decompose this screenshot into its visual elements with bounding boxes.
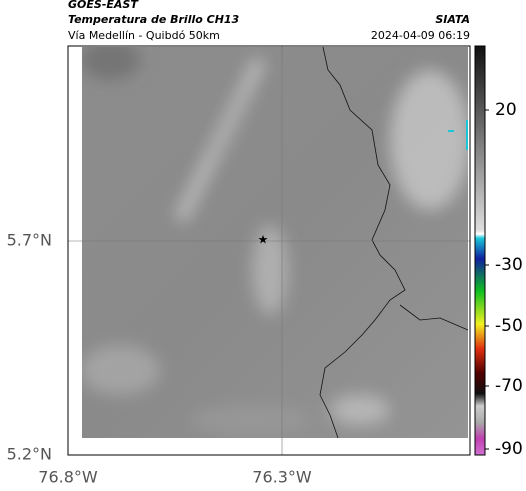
border-line	[319, 46, 406, 439]
lon-label: 76.8°W	[38, 468, 98, 487]
datetime: 2024-04-09 06:19	[371, 29, 470, 42]
colorbar-ticks: 20 -30 -50 -70 -90	[485, 100, 523, 459]
lat-label: 5.7°N	[7, 231, 52, 250]
colorbar-label: -30	[495, 255, 523, 275]
border-line	[399, 304, 469, 331]
colorbar-label: 20	[495, 100, 517, 120]
satellite-image	[82, 47, 468, 438]
colorbar-label: -50	[495, 316, 523, 336]
colorbar-label: -90	[495, 439, 523, 459]
lon-label: 76.3°W	[252, 468, 312, 487]
title: GOES-EAST	[68, 0, 139, 11]
lat-label: 5.2°N	[7, 445, 52, 464]
map-frame	[67, 45, 471, 456]
agency: SIATA	[435, 13, 470, 26]
colorbar-label: -70	[495, 376, 523, 396]
location-star: ★	[258, 233, 269, 247]
subtitle: Temperatura de Brillo CH13	[68, 13, 240, 26]
route: Vía Medellín - Quibdó 50km	[68, 29, 220, 42]
colorbar	[474, 45, 486, 456]
